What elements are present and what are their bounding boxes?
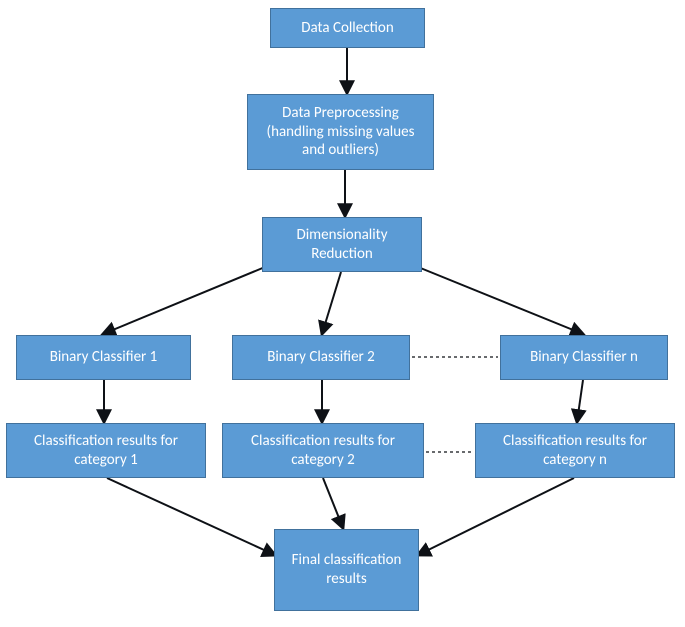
edge — [577, 380, 583, 422]
edge — [418, 267, 583, 334]
node-classifier-n: Binary Classifier n — [500, 335, 668, 380]
node-results-n: Classification results for category n — [475, 423, 675, 478]
node-preprocessing: Data Preprocessing (handling missing val… — [247, 94, 434, 170]
node-label: Binary Classifier 1 — [50, 348, 158, 367]
node-label: Final classification results — [283, 551, 410, 589]
edge — [103, 267, 265, 334]
edge — [418, 478, 574, 555]
node-classifier-1: Binary Classifier 1 — [16, 335, 191, 380]
node-dim-reduction: Dimensionality Reduction — [262, 217, 422, 272]
node-results-1: Classification results for category 1 — [6, 423, 206, 478]
edge — [322, 272, 341, 334]
node-label: Dimensionality Reduction — [271, 226, 413, 264]
node-label: Binary Classifier n — [530, 348, 638, 367]
node-label: Data Preprocessing (handling missing val… — [256, 104, 425, 160]
node-results-2: Classification results for category 2 — [222, 423, 424, 478]
node-label: Data Collection — [301, 19, 393, 38]
edge — [323, 478, 343, 528]
node-label: Binary Classifier 2 — [267, 348, 375, 367]
node-label: Classification results for category 1 — [15, 432, 197, 470]
edge — [107, 478, 275, 555]
node-label: Classification results for category n — [484, 432, 666, 470]
node-classifier-2: Binary Classifier 2 — [232, 335, 410, 380]
node-label: Classification results for category 2 — [231, 432, 415, 470]
node-final: Final classification results — [274, 529, 419, 611]
node-data-collection: Data Collection — [270, 8, 425, 48]
